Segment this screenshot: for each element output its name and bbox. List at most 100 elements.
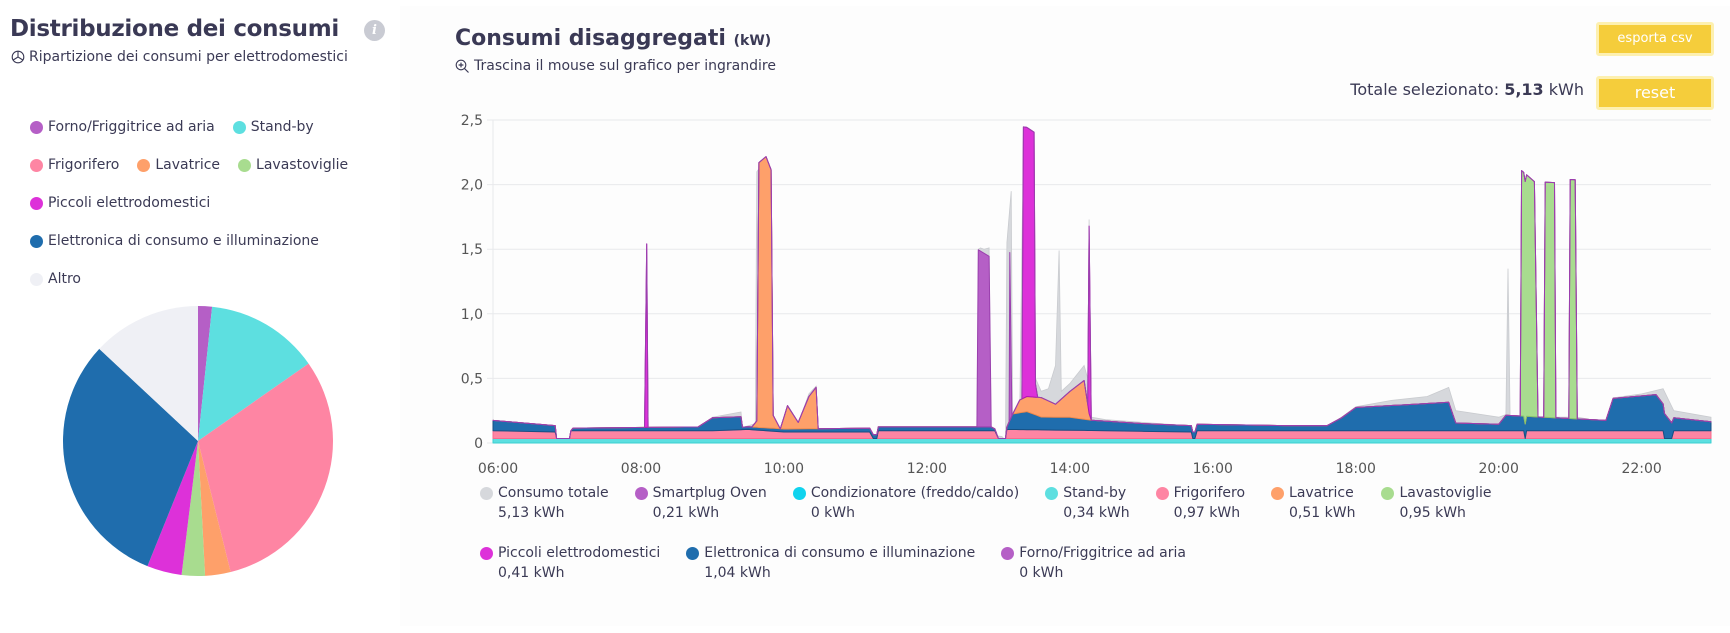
pie-slice-lavatrice[interactable] (198, 441, 231, 576)
chart-legend-item[interactable]: Smartplug Oven 0,21 kWh (634, 485, 767, 545)
pie-legend-row: Forno/Friggitrice ad aria Stand-by (30, 108, 390, 146)
chart-legend-label: Frigorifero (1173, 485, 1246, 501)
x-tick-label: 06:00 (478, 461, 518, 477)
x-tick-label: 22:00 (1621, 461, 1661, 477)
chart-legend: Consumo totale 5,13 kWh Smartplug Oven 0,21… (480, 485, 1720, 605)
distribution-subtitle: Ripartizione dei consumi per elettrodome… (11, 49, 348, 65)
distribution-panel: Distribuzione dei consumi i Ripartizione… (0, 0, 400, 633)
chart-legend-item[interactable]: Piccoli elettrodomestici 0,41 kWh (480, 545, 660, 605)
selected-total-unit: kWh (1548, 80, 1584, 99)
chart-legend-value: 1,04 kWh (704, 565, 771, 581)
legend-dot-icon (30, 272, 43, 286)
chart-legend-label: Condizionatore (freddo/caldo) (810, 485, 1020, 501)
chart-legend-item[interactable]: Stand-by 0,34 kWh (1045, 485, 1130, 545)
pie-legend-item[interactable]: Forno/Friggitrice ad aria (30, 119, 215, 135)
pie-legend-item[interactable]: Frigorifero (30, 157, 119, 173)
pie-slice-piccoli-elettrodomestici[interactable] (147, 441, 198, 575)
pie-slice-elettronica-di-consumo-e-illuminazione[interactable] (62, 348, 199, 567)
pie-legend-label: Lavatrice (155, 157, 221, 173)
pie-slice-frigorifero[interactable] (198, 363, 333, 572)
chart-subtitle: Trascina il mouse sul grafico per ingran… (455, 58, 776, 74)
x-tick-label: 14:00 (1050, 461, 1090, 477)
y-tick-label: 2,5 (461, 113, 483, 129)
chart-legend-value: 5,13 kWh (498, 505, 565, 521)
export-csv-button[interactable]: esporta csv (1596, 22, 1714, 56)
y-tick-label: 1,5 (461, 242, 483, 258)
selected-total: Totale selezionato: 5,13 kWh (1350, 80, 1584, 99)
x-tick-label: 20:00 (1479, 461, 1519, 477)
pie-slice-stand-by[interactable] (198, 306, 309, 441)
x-tick-label: 10:00 (764, 461, 804, 477)
pie-chart (60, 303, 336, 579)
pie-legend-item[interactable]: Lavatrice (137, 157, 220, 173)
chart-legend-item-header: Stand-by (1045, 485, 1129, 501)
chart-legend-item[interactable]: Condizionatore (freddo/caldo) 0 kWh (792, 485, 1020, 545)
chart-legend-label: Forno/Friggitrice ad aria (1019, 545, 1186, 561)
pie-legend-item[interactable]: Elettronica di consumo e illuminazione (30, 233, 319, 249)
pie-legend-label: Frigorifero (48, 157, 120, 173)
chart-legend-item-header: Lavatrice (1271, 485, 1355, 501)
pie-legend-label: Stand-by (250, 119, 314, 135)
chart-legend-value: 0,51 kWh (1289, 505, 1356, 521)
y-tick-label: 0,5 (461, 371, 483, 387)
chart-legend-label: Stand-by (1063, 485, 1127, 501)
chart-legend-item-header: Forno/Friggitrice ad aria (1001, 545, 1186, 561)
info-icon[interactable]: i (364, 20, 385, 41)
legend-dot-icon (1271, 486, 1285, 500)
pie-legend-row: Altro (30, 260, 390, 298)
chart-legend-item-header: Elettronica di consumo e illuminazione (686, 545, 975, 561)
chart-legend-item[interactable]: Lavatrice 0,51 kWh (1271, 485, 1355, 545)
pie-legend: Forno/Friggitrice ad aria Stand-by Frigori… (30, 108, 390, 298)
pie-chart-icon (11, 50, 25, 64)
legend-dot-icon (238, 158, 252, 172)
distribution-subtitle-text: Ripartizione dei consumi per elettrodome… (29, 49, 348, 65)
pie-slice-lavastoviglie[interactable] (181, 441, 206, 576)
series-area-smartplug-oven[interactable] (492, 126, 1712, 439)
chart-legend-label: Lavastoviglie (1399, 485, 1492, 501)
reset-button[interactable]: reset (1596, 76, 1714, 110)
pie-legend-item[interactable]: Piccoli elettrodomestici (30, 195, 210, 211)
chart-title-unit: (kW) (733, 33, 772, 49)
chart-subtitle-text: Trascina il mouse sul grafico per ingran… (474, 58, 776, 74)
pie-legend-label: Altro (48, 271, 81, 287)
area-chart[interactable]: 0 0,5 1,0 1,5 2,0 2,5 06:00 08:00 10:00 12:00 14:0… (0, 0, 1730, 480)
pie-legend-row: Elettronica di consumo e illuminazione (30, 222, 390, 260)
chart-title: Consumi disaggregati (kW) (455, 26, 771, 51)
legend-dot-icon (634, 486, 648, 500)
pie-legend-label: Lavastoviglie (256, 157, 349, 173)
chart-legend-label: Elettronica di consumo e illuminazione (704, 545, 976, 561)
chart-legend-item-header: Lavastoviglie (1381, 485, 1492, 501)
chart-legend-item[interactable]: Frigorifero 0,97 kWh (1155, 485, 1246, 545)
chart-legend-value: 0 kWh (1019, 565, 1064, 581)
pie-legend-label: Forno/Friggitrice ad aria (48, 119, 215, 135)
chart-legend-item[interactable]: Elettronica di consumo e illuminazione 1,… (686, 545, 975, 605)
legend-dot-icon (686, 546, 700, 560)
y-tick-label: 1,0 (461, 307, 483, 323)
axes: 0 0,5 1,0 1,5 2,0 2,5 06:00 08:00 10:00 12:00 14:0… (461, 113, 1662, 477)
legend-dot-icon (1045, 486, 1059, 500)
chart-legend-label: Lavatrice (1289, 485, 1354, 501)
chart-legend-label: Consumo totale (498, 485, 609, 501)
chart-legend-row: Piccoli elettrodomestici 0,41 kWh Elettron… (480, 545, 1720, 605)
chart-legend-label: Piccoli elettrodomestici (498, 545, 661, 561)
chart-legend-value: 0 kWh (810, 505, 855, 521)
pie-legend-row: Frigorifero Lavatrice Lavastoviglie (30, 146, 390, 184)
legend-dot-icon (792, 486, 806, 500)
pie-svg (62, 306, 333, 576)
pie-legend-item[interactable]: Altro (30, 271, 81, 287)
legend-dot-icon (30, 120, 43, 134)
series-area-lavastoviglie[interactable] (492, 156, 1712, 439)
chart-legend-item[interactable]: Consumo totale 5,13 kWh (480, 485, 609, 545)
pie-legend-item[interactable]: Lavastoviglie (238, 157, 348, 173)
pie-legend-item[interactable]: Stand-by (232, 119, 314, 135)
chart-legend-item[interactable]: Lavastoviglie 0,95 kWh (1381, 485, 1492, 545)
chart-legend-item-header: Piccoli elettrodomestici (480, 545, 660, 561)
legend-dot-icon (137, 158, 151, 172)
chart-legend-item[interactable]: Forno/Friggitrice ad aria 0 kWh (1001, 545, 1186, 605)
pie-legend-label: Piccoli elettrodomestici (48, 195, 211, 211)
pie-slice-altro[interactable] (99, 306, 198, 441)
stacked-areas (492, 126, 1712, 444)
pie-slice-forno-friggitrice-ad-aria[interactable] (198, 306, 213, 441)
series-area-stand-by[interactable] (492, 438, 1712, 444)
x-tick-label: 12:00 (907, 461, 947, 477)
